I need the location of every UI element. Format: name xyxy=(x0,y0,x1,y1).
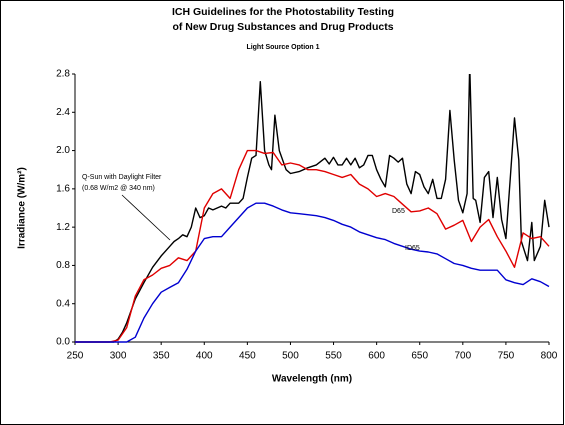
x-tick-label: 800 xyxy=(541,351,558,362)
x-tick-label: 550 xyxy=(325,351,342,362)
series-label: ID65 xyxy=(405,245,420,252)
x-tick-label: 600 xyxy=(368,351,385,362)
x-tick-label: 250 xyxy=(67,351,84,362)
series-group xyxy=(75,74,550,343)
series-label: Q-Sun with Daylight Filter xyxy=(82,174,162,181)
chart-title: ICH Guidelines for the Photostability Te… xyxy=(172,6,394,18)
y-tick-label: 0.0 xyxy=(56,337,70,348)
x-axis-title: Wavelength (nm) xyxy=(272,374,352,385)
series-group xyxy=(75,149,550,343)
chart-title: of New Drug Substances and Drug Products xyxy=(172,21,393,33)
series-line xyxy=(75,149,550,343)
x-tick-label: 300 xyxy=(110,351,127,362)
chart-subtitle: Light Source Option 1 xyxy=(246,44,319,51)
y-tick-label: 1.2 xyxy=(56,222,70,233)
y-tick-label: 0.8 xyxy=(56,260,70,271)
x-tick-label: 700 xyxy=(454,351,471,362)
x-tick-label: 350 xyxy=(153,351,170,362)
y-axis-title: Irradiance (W/m²) xyxy=(17,167,28,249)
y-tick-label: 2.8 xyxy=(56,69,70,80)
x-tick-label: 500 xyxy=(282,351,299,362)
series-line xyxy=(75,202,550,343)
series-note: (0.68 W/m2 @ 340 nm) xyxy=(82,185,155,192)
series-label: D65 xyxy=(392,208,405,215)
y-tick-label: 0.4 xyxy=(56,298,70,309)
x-tick-label: 750 xyxy=(498,351,515,362)
y-tick-label: 1.6 xyxy=(56,183,70,194)
label-pointer xyxy=(121,194,171,241)
y-tick-label: 2.4 xyxy=(56,107,70,118)
x-tick-label: 400 xyxy=(196,351,213,362)
series-group xyxy=(75,202,550,343)
y-tick-label: 2.0 xyxy=(56,145,70,156)
series-line xyxy=(75,74,550,343)
x-tick-label: 450 xyxy=(239,351,256,362)
x-tick-label: 650 xyxy=(411,351,428,362)
